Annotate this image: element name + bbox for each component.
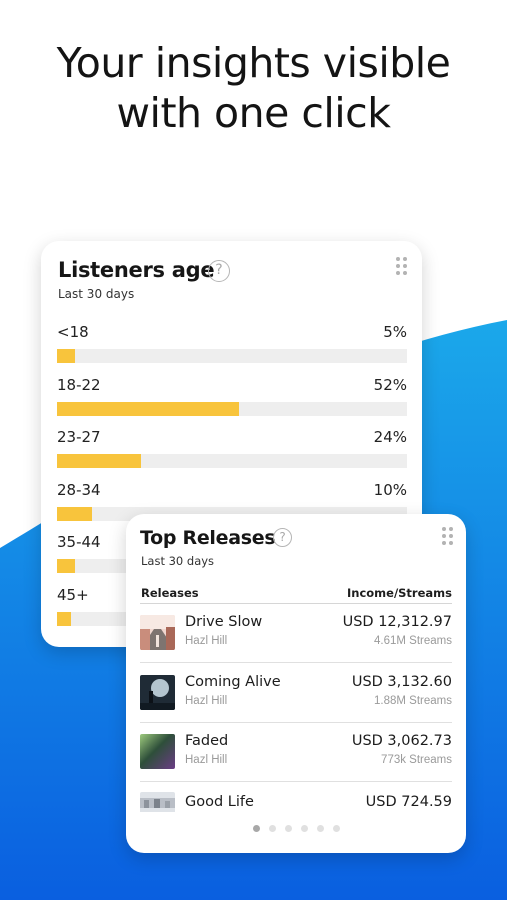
age-bar-fill <box>57 611 71 626</box>
headline: Your insights visible with one click <box>0 38 507 138</box>
release-income: USD 3,132.60 <box>351 673 452 690</box>
release-streams: 4.61M Streams <box>374 635 452 647</box>
age-row: 23-27 24% <box>57 428 407 468</box>
age-percentage: 52% <box>373 375 407 394</box>
income-streams-column-header: Income/Streams <box>346 586 452 600</box>
page-dot[interactable] <box>252 825 260 832</box>
listeners-age-title: Listeners age <box>58 258 215 282</box>
age-bar-fill <box>57 349 75 363</box>
age-range-label: 18-22 <box>57 375 101 394</box>
release-title: Faded <box>185 733 229 749</box>
age-range-label: 28-34 <box>57 480 101 499</box>
cover-gradient-icon <box>140 734 175 769</box>
release-artist: Hazl Hill <box>185 694 228 707</box>
age-range-label: <18 <box>57 323 89 341</box>
age-range-label: 23-27 <box>57 428 101 446</box>
release-title: Drive Slow <box>185 614 263 630</box>
drag-handle-icon[interactable] <box>396 257 408 275</box>
age-percentage: 5% <box>383 323 407 341</box>
age-row: <18 5% <box>57 323 407 363</box>
headline-line-2: with one click <box>116 89 391 137</box>
row-divider <box>140 781 452 782</box>
release-row-partial[interactable]: Good Life USD 724.59 <box>140 788 452 812</box>
top-releases-card: Top Releases ? Last 30 days Releases Inc… <box>126 514 466 853</box>
release-streams: 1.88M Streams <box>374 694 452 707</box>
age-bar-track <box>57 454 407 468</box>
page-dot[interactable] <box>332 825 340 832</box>
age-bar-fill <box>57 559 75 573</box>
cover-night-icon <box>140 674 175 710</box>
release-row[interactable]: Faded Hazl Hill USD 3,062.73 773k Streams <box>140 723 452 782</box>
release-title: Coming Alive <box>185 673 281 690</box>
cover-city-icon <box>140 792 175 812</box>
drag-handle-icon[interactable] <box>442 527 454 545</box>
question-circle-icon[interactable]: ? <box>273 528 292 547</box>
age-percentage: 24% <box>373 428 407 446</box>
release-income: USD 3,062.73 <box>351 733 452 749</box>
page-dot[interactable] <box>284 825 292 832</box>
age-bar-fill <box>57 454 141 468</box>
releases-column-header: Releases <box>141 586 199 600</box>
age-row: 18-22 52% <box>57 376 407 416</box>
row-divider <box>140 662 452 663</box>
cover-road-icon <box>140 615 175 650</box>
page-dot[interactable] <box>300 825 308 832</box>
top-releases-title: Top Releases <box>140 527 276 549</box>
header-divider <box>140 603 452 604</box>
page-dot[interactable] <box>268 825 276 832</box>
release-artist: Hazl Hill <box>185 754 228 766</box>
row-divider <box>140 721 452 723</box>
page-dot[interactable] <box>316 825 324 832</box>
age-bar-track <box>57 401 407 416</box>
release-row[interactable]: Coming Alive Hazl Hill USD 3,132.60 1.88M S… <box>140 664 452 723</box>
age-bar-fill <box>57 506 92 521</box>
release-title: Good Life <box>185 794 254 810</box>
release-streams: 773k Streams <box>381 754 452 766</box>
top-releases-period: Last 30 days <box>141 554 215 568</box>
listeners-age-period: Last 30 days <box>58 287 135 301</box>
release-artist: Hazl Hill <box>185 635 228 647</box>
age-bar-fill <box>57 401 239 416</box>
age-range-label: 35-44 <box>57 533 101 551</box>
release-income: USD 12,312.97 <box>342 614 452 630</box>
pagination-dots <box>126 825 466 833</box>
question-circle-icon[interactable]: ? <box>208 260 230 282</box>
release-row[interactable]: Drive Slow Hazl Hill USD 12,312.97 4.61M St… <box>140 604 452 663</box>
release-income: USD 724.59 <box>365 794 452 810</box>
age-bar-track <box>57 349 407 363</box>
age-range-label: 45+ <box>57 585 89 604</box>
headline-line-1: Your insights visible <box>56 39 451 87</box>
age-percentage: 10% <box>373 480 407 499</box>
